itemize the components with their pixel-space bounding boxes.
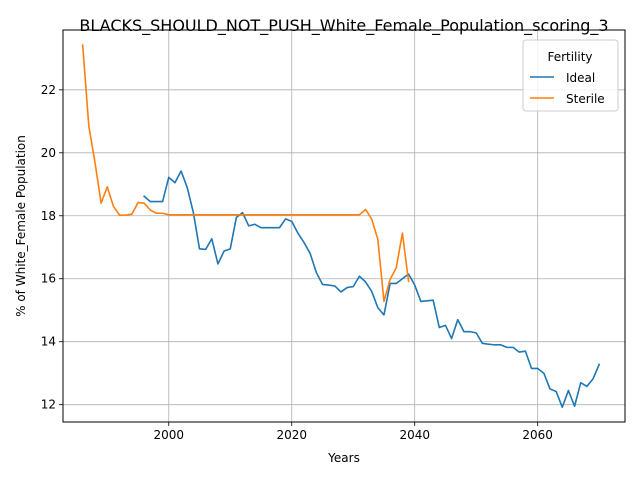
legend-box <box>522 39 619 112</box>
chart-title: BLACKS_SHOULD_NOT_PUSH_White_Female_Popu… <box>79 16 608 36</box>
x-tick-label: 2060 <box>522 428 553 442</box>
legend-label-sterile: Sterile <box>566 92 605 106</box>
y-tick-label: 14 <box>41 335 56 349</box>
tick-layer: 2000 2020 2040 2060 12 14 16 18 20 22 <box>41 83 553 442</box>
y-axis-label: % of White_Female Population <box>14 135 28 317</box>
y-tick-label: 18 <box>41 209 56 223</box>
y-tick-label: 20 <box>41 146 56 160</box>
plot-frame <box>62 29 626 423</box>
x-tick-label: 2020 <box>276 428 307 442</box>
legend-title: Fertility <box>547 50 592 64</box>
y-tick-label: 16 <box>41 272 56 286</box>
series-layer <box>81 44 601 409</box>
legend-label-ideal: Ideal <box>566 71 595 85</box>
x-axis-label: Years <box>327 451 360 465</box>
series-line-sterile <box>81 44 410 303</box>
x-tick-label: 2000 <box>153 428 184 442</box>
y-tick-label: 22 <box>41 83 56 97</box>
legend: Fertility Ideal Sterile <box>522 39 619 112</box>
y-tick-label: 12 <box>41 398 56 412</box>
x-tick-label: 2040 <box>399 428 430 442</box>
series-line-ideal <box>143 170 601 409</box>
